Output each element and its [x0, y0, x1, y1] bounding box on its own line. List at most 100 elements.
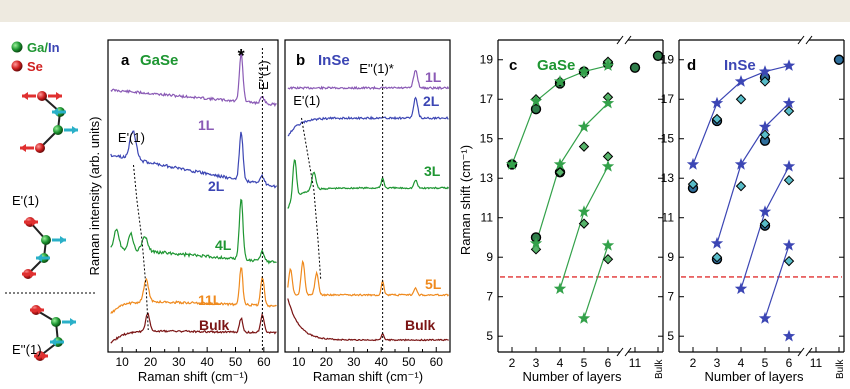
- panel-d-xlabel: Number of layers: [705, 369, 804, 384]
- se-atom: [37, 91, 47, 101]
- panel-d-star-point: [758, 205, 772, 218]
- panel-c-star-point: [577, 205, 591, 218]
- panel-c-ytick-label: 15: [480, 132, 494, 146]
- bond-line: [35, 309, 60, 357]
- panel-a-xlabel: Raman shift (cm⁻¹): [138, 369, 248, 384]
- spectrum-curve: [287, 298, 449, 342]
- panel-c-xlabel: Number of layers: [523, 369, 622, 384]
- panel-c-star-point: [601, 96, 615, 109]
- arrow-head: [72, 126, 78, 134]
- spectrum-curve: [110, 198, 277, 265]
- panel-d-circle-point: [833, 54, 845, 65]
- panel-d-diamond-point: [711, 252, 723, 263]
- arrow-head: [32, 218, 38, 226]
- se-atom-legend-icon: [11, 60, 23, 72]
- panel-b-series-label: 3L: [424, 163, 441, 179]
- panel-b-xtick-label: 20: [320, 355, 334, 369]
- panel-c-ytick-label: 5: [486, 329, 493, 343]
- se-legend-label: Se: [27, 59, 43, 74]
- panel-d-star-point: [734, 157, 748, 170]
- panel-a-xtick-label: 60: [257, 355, 271, 369]
- panel-d-axis-break: [805, 347, 813, 357]
- panel-d-diamond-point: [711, 113, 723, 125]
- panel-d-axis-break: [805, 35, 813, 45]
- spectrum-curve: [110, 267, 277, 314]
- panel-c-axis-break: [624, 35, 632, 45]
- panel-a-xtick-label: 30: [172, 355, 186, 369]
- panel-a-series-label: 4L: [215, 237, 232, 253]
- panel-d-diamond-point: [759, 76, 771, 87]
- panel-c-star-point: [577, 120, 591, 133]
- panel-d-diamond-point: [735, 180, 747, 192]
- panel-d-inse-scatter: d InSe 5 7 9 11 13 15 17 19 2 3 4 5 6 11 Bulk Number o…: [661, 35, 846, 384]
- panel-d-diamond-point: [783, 255, 795, 267]
- panel-d-ytick-label: 17: [661, 92, 675, 106]
- layer-structures: [20, 91, 78, 361]
- ga-atom: [53, 125, 63, 135]
- arrow-head: [38, 306, 44, 314]
- panel-d-branch-line: [764, 245, 790, 319]
- crystal-schematic: Ga/In Se E'(1) E''(1): [5, 40, 95, 361]
- panel-a-series-label: 1L: [198, 117, 215, 133]
- panel-a-ylabel: Raman intensity (arb. units): [87, 117, 102, 276]
- panel-d-axis-break: [797, 35, 805, 45]
- panel-d-xtick-label: 11: [810, 356, 823, 370]
- arrow-head: [70, 318, 76, 326]
- panel-d-star-point: [734, 282, 748, 295]
- panel-b-xtick-label: 40: [375, 355, 389, 369]
- panel-b-xtick-label: 60: [430, 355, 444, 369]
- panel-c-star-point: [553, 157, 567, 170]
- panel-d-star-point: [758, 120, 772, 133]
- panel-d-star-point: [758, 311, 772, 324]
- panel-c-ytick-label: 17: [480, 92, 494, 106]
- panel-c-circle-point: [530, 103, 542, 115]
- panel-b-title: InSe: [318, 52, 350, 69]
- panel-c-gase-scatter: c GaSe 5 7 9 11 13 15 17 19 2 3 4 5 6 11 Bulk Raman sh…: [458, 35, 665, 384]
- panel-c-ytick-label: 19: [480, 53, 494, 67]
- e2-mode-annotation: E''(1): [256, 60, 271, 90]
- panel-c-xtick-label: 11: [629, 356, 642, 370]
- panel-d-star-point: [710, 236, 724, 249]
- e1-mode-annotation: E'(1): [118, 130, 145, 145]
- panel-c-star-point: [601, 59, 615, 71]
- panel-b-series-label: 5L: [425, 276, 442, 292]
- panel-d-star-point: [758, 65, 772, 77]
- panel-d-star-point: [710, 96, 724, 109]
- panel-a-series-label: 2L: [208, 178, 225, 194]
- panel-c-diamond-point: [530, 244, 542, 255]
- spectrum-curve: [287, 259, 450, 297]
- panel-b-xtick-label: 10: [292, 355, 306, 369]
- panel-c-diamond-point: [602, 253, 614, 265]
- panel-a-series-label: 11L: [198, 292, 222, 308]
- panel-c-letter: c: [509, 57, 517, 74]
- e1-mode-annotation: E'(1): [293, 93, 320, 108]
- panel-c-ytick-label: 7: [486, 290, 493, 304]
- panel-c-star-point: [553, 282, 567, 295]
- panel-b-series-label: 2L: [423, 93, 440, 109]
- panel-a-gase-spectra: a GaSe * E''(1) E'(1) 1L 2L 4L 11L Bulk 10 20 30 4…: [87, 39, 279, 384]
- panel-a-xtick-label: 50: [229, 355, 243, 369]
- arrow-head: [22, 92, 28, 100]
- panel-c-star-point: [529, 94, 543, 107]
- panel-d-star-point: [686, 157, 700, 170]
- panel-c-title: GaSe: [537, 57, 575, 74]
- spectrum-curve: [287, 159, 450, 209]
- panel-b-xlabel: Raman shift (cm⁻¹): [313, 369, 423, 384]
- ga-atom: [41, 235, 51, 245]
- panel-c-diamond-point: [578, 218, 590, 229]
- panel-d-star-point: [782, 329, 796, 342]
- panel-a-title: GaSe: [140, 52, 178, 69]
- panel-b-inse-spectra: b InSe E''(1)* E'(1) 1L 2L 3L 5L Bulk 10 20 30 40…: [284, 39, 451, 384]
- panel-c-ylabel: Raman shift (cm⁻¹): [458, 145, 473, 255]
- panel-c-diamond-point: [602, 151, 614, 162]
- panel-d-ytick-label: 19: [661, 53, 675, 67]
- panel-a-xtick-label: 40: [200, 355, 214, 369]
- ga-atom-legend-icon: [11, 41, 23, 53]
- ga-atom: [51, 317, 61, 327]
- panel-d-title: InSe: [724, 57, 756, 74]
- panel-d-axis-break: [797, 347, 805, 357]
- panel-c-diamond-point: [554, 167, 566, 178]
- panel-d-xtick-label: 4: [738, 356, 745, 370]
- bond-line: [27, 221, 48, 275]
